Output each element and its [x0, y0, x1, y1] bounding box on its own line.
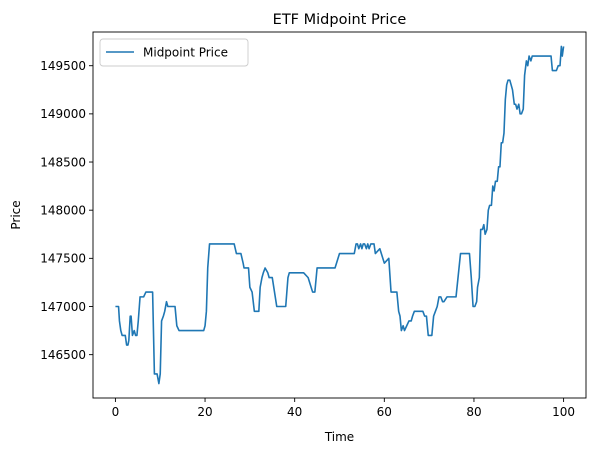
x-axis-label: Time: [324, 430, 354, 444]
x-tick-label: 100: [552, 405, 575, 419]
y-tick-label: 148000: [40, 203, 86, 217]
y-tick-label: 147000: [40, 300, 86, 314]
chart-title: ETF Midpoint Price: [273, 12, 407, 28]
y-tick-label: 146500: [40, 348, 86, 362]
legend: Midpoint Price: [99, 38, 249, 67]
x-tick-label: 20: [197, 405, 212, 419]
y-tick-label: 149500: [40, 59, 86, 73]
plot-frame: [92, 31, 587, 399]
x-tick-label: 60: [377, 405, 392, 419]
legend-box: [99, 38, 249, 67]
y-tick-label: 149000: [40, 107, 86, 121]
x-tick-label: 80: [466, 405, 481, 419]
series-line-midpoint-price: [115, 45, 565, 385]
y-tick-label: 148500: [40, 155, 86, 169]
x-tick-label: 40: [287, 405, 302, 419]
y-axis-label: Price: [9, 200, 23, 229]
y-tick-label: 147500: [40, 252, 86, 266]
x-axis: 0 20 40 60 80 100: [112, 398, 575, 419]
x-tick-label: 0: [112, 405, 120, 419]
y-axis: 146500 147000 147500 148000 148500 149000 1495…: [40, 59, 93, 362]
legend-label-midpoint-price: Midpoint Price: [143, 46, 228, 60]
